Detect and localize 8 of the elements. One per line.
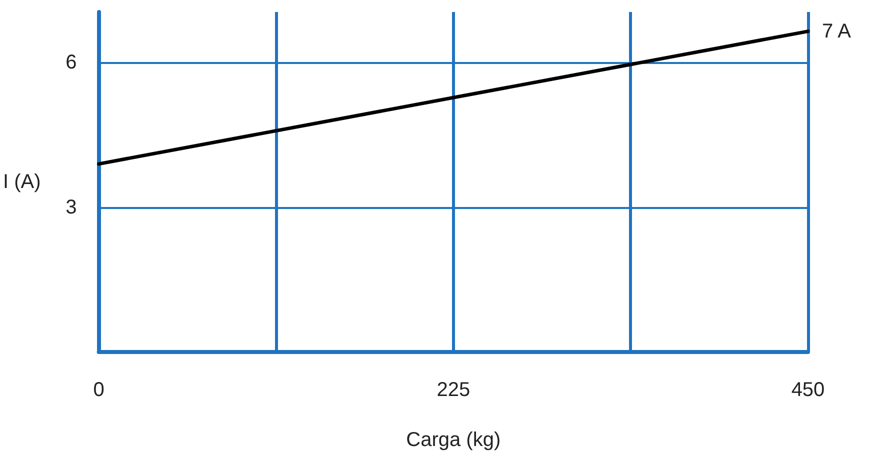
x-tick-label: 0 <box>93 379 104 401</box>
y-tick-label: 3 <box>66 196 77 218</box>
x-tick-label: 450 <box>791 379 825 401</box>
y-axis-title: I (A) <box>2 171 41 193</box>
annotation: 7 A <box>822 20 852 42</box>
y-tick-label: 6 <box>66 52 77 74</box>
x-tick-label: 225 <box>436 379 470 401</box>
x-axis-title: Carga (kg) <box>406 429 501 451</box>
